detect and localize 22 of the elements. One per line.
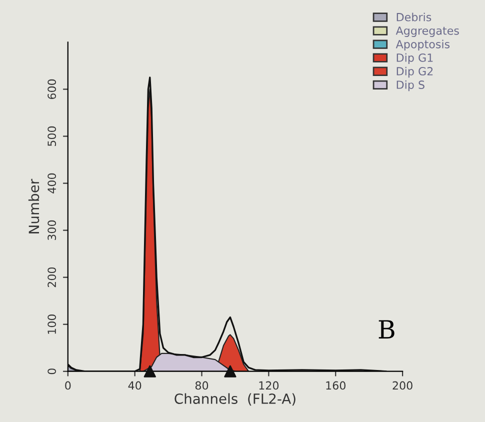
y-tick-label: 0 [48, 368, 56, 374]
x-tick-label: 200 [392, 381, 412, 390]
legend-label: Apoptosis [396, 40, 450, 51]
legend-label: Dip S [396, 80, 424, 92]
x-tick-label: 0 [65, 381, 71, 390]
y-tick-label: 400 [48, 173, 56, 194]
y-tick-label: 200 [48, 267, 56, 288]
x-tick-label: 80 [195, 381, 208, 390]
x-tick-label: 160 [326, 381, 346, 390]
y-tick-label: 300 [48, 220, 56, 240]
legend-label: Dip G2 [396, 66, 433, 78]
legend-label: Debris [396, 12, 432, 22]
y-tick-label: 500 [48, 126, 56, 146]
legend-label: Dip G1 [396, 53, 433, 64]
x-tick-label: 120 [259, 381, 279, 390]
y-tick-label: 100 [48, 314, 56, 334]
annotation: B [378, 320, 394, 338]
x-axis-title: Channels (FL2-A) [174, 393, 296, 406]
x-tick-label: 40 [128, 381, 142, 390]
legend-label: Aggregates [396, 26, 459, 37]
y-axis-title: Number [28, 178, 40, 234]
y-tick-label: 600 [48, 79, 56, 100]
